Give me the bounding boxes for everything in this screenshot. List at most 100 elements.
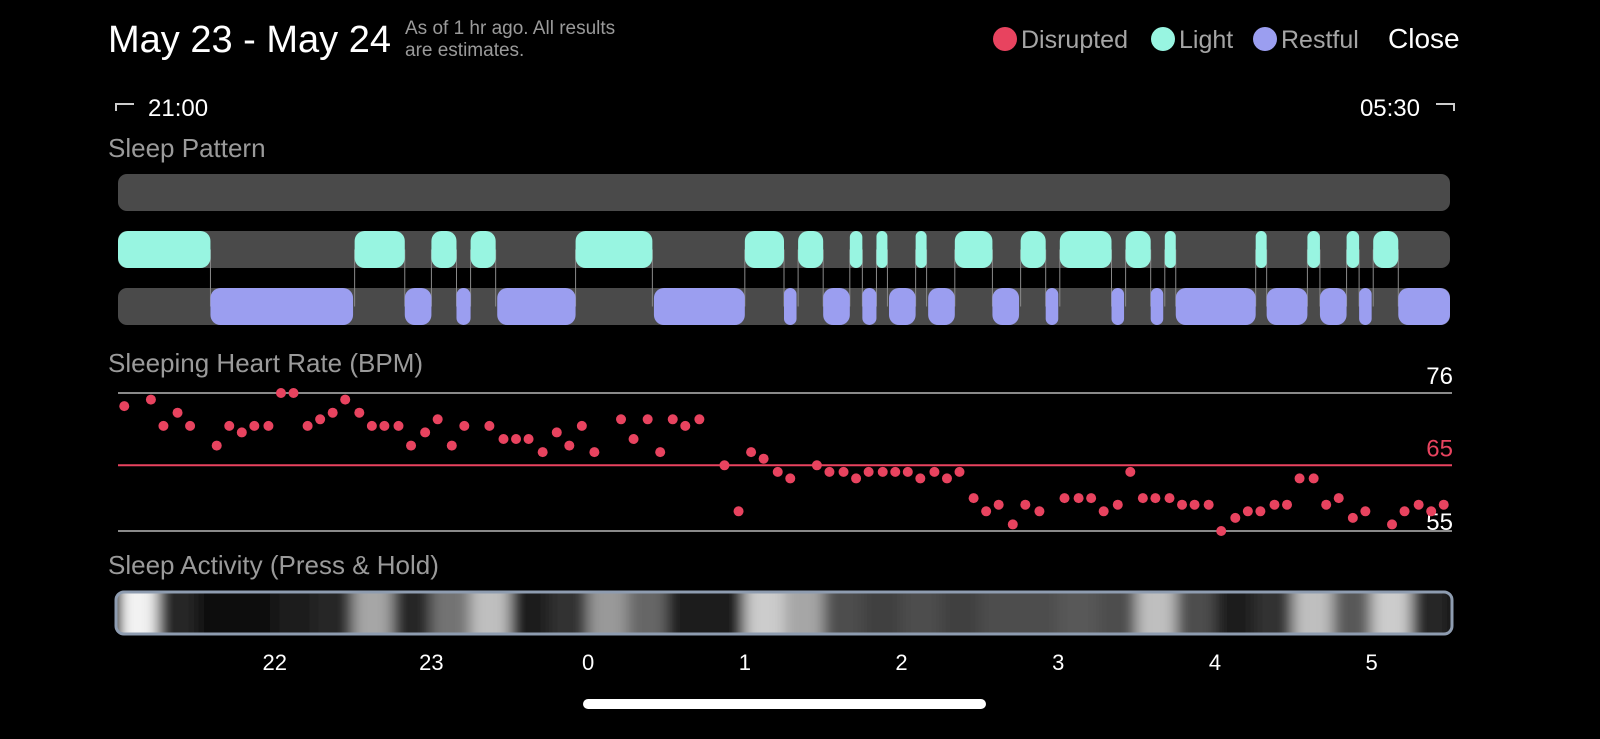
sleep-segment [992,288,1020,325]
sleep-segment [1398,288,1450,325]
sleep-segment [888,288,916,325]
sleep-segment [456,288,471,325]
heart-rate-point [694,414,705,425]
activity-bin [313,593,354,633]
heart-rate-point [1073,493,1084,504]
heart-rate-point [211,440,222,451]
heart-rate-point [915,473,926,484]
activity-bin [1293,593,1333,633]
activity-bin [979,593,1020,633]
section-title: Sleep Activity (Press & Hold) [108,550,439,580]
heart-rate-point [537,447,548,458]
activity-bin [1332,593,1373,633]
sleep-segment [1111,288,1125,325]
sleep-segment [1266,288,1308,325]
activity-bin [705,593,746,633]
sleep-segment [470,231,496,268]
heart-rate-point [941,473,952,484]
sleep-segment [1164,231,1176,268]
activity-bin [470,593,511,633]
heart-rate-point [680,420,691,431]
heart-rate-point [1333,493,1344,504]
activity-bin [431,593,472,633]
sleep-segment [497,288,576,325]
y-tick-label: 76 [1426,363,1453,390]
legend-label: Light [1179,26,1233,54]
activity-bin [1175,593,1216,633]
legend-dot [1151,27,1175,51]
heart-rate-point [354,407,365,418]
heart-rate-point [1413,499,1424,510]
range-bracket [1436,103,1455,111]
heart-rate-point [340,394,351,405]
heart-rate-point [523,434,534,444]
heart-rate-point [1007,519,1018,530]
sleep-segment [1346,231,1360,268]
heart-rate-point [1321,499,1332,510]
heart-rate-point [249,420,260,431]
sleep-segment [784,288,797,325]
heart-rate-point [172,407,183,418]
heart-rate-point [576,420,587,431]
close-button[interactable]: Close [1388,23,1460,54]
heart-rate-point [811,460,822,471]
x-tick-label: 22 [262,650,286,675]
heart-rate-point [145,394,156,405]
heart-rate-point [446,440,457,451]
heart-rate-point [1360,506,1371,517]
sleep-segment [1359,288,1372,325]
sleep-segment [798,231,824,268]
heart-rate-point [1242,506,1253,517]
heart-rate-point [1059,493,1070,504]
heart-rate-point [379,420,390,431]
sleep-segment [849,231,863,268]
heart-rate-point [1255,506,1266,517]
heart-rate-point [302,420,313,431]
activity-bin [862,593,903,633]
activity-bin [901,593,942,633]
sleep-segment [1175,288,1256,325]
heart-rate-point [1086,493,1097,504]
x-tick-label: 1 [739,650,751,675]
sleep-segment [1307,231,1320,268]
x-tick-label: 4 [1209,650,1221,675]
sleep-segment [1125,231,1151,268]
heart-rate-point [824,466,835,477]
x-tick-label: 23 [419,650,443,675]
subtitle: As of 1 hr ago. All results [405,18,615,39]
section-title: Sleep Pattern [108,133,266,163]
sleep-segment [915,231,927,268]
heart-rate-point [616,414,627,425]
range-start: 21:00 [148,95,208,122]
sleep-segment [354,231,405,268]
heart-rate-point [564,440,575,451]
heart-rate-point [1203,499,1214,510]
heart-rate-point [968,493,979,504]
heart-rate-point [484,420,495,431]
heart-rate-point [263,420,274,431]
heart-rate-point [551,427,562,438]
pattern-track [118,174,1450,211]
sleep-segment [1373,231,1399,268]
activity-bin [274,593,315,633]
activity-bin [823,593,863,633]
legend-label: Disrupted [1021,26,1128,54]
heart-rate-point [1282,499,1293,510]
section-title: Sleeping Heart Rate (BPM) [108,348,423,378]
activity-bin [509,593,550,633]
x-tick-label: 0 [582,650,594,675]
heart-rate-point [406,440,417,451]
heart-rate-point [863,466,874,477]
heart-rate-point [733,506,744,517]
range-bracket [115,103,134,111]
heart-rate-point [119,401,130,412]
sleep-segment [823,288,850,325]
activity-bin [1136,593,1177,633]
sleep-segment [404,288,432,325]
heart-rate-point [1438,499,1449,510]
heart-rate-point [236,427,247,438]
sleep-segment [928,288,955,325]
heart-rate-point [589,447,600,458]
sleep-segment [876,231,888,268]
heart-rate-point [838,466,849,477]
